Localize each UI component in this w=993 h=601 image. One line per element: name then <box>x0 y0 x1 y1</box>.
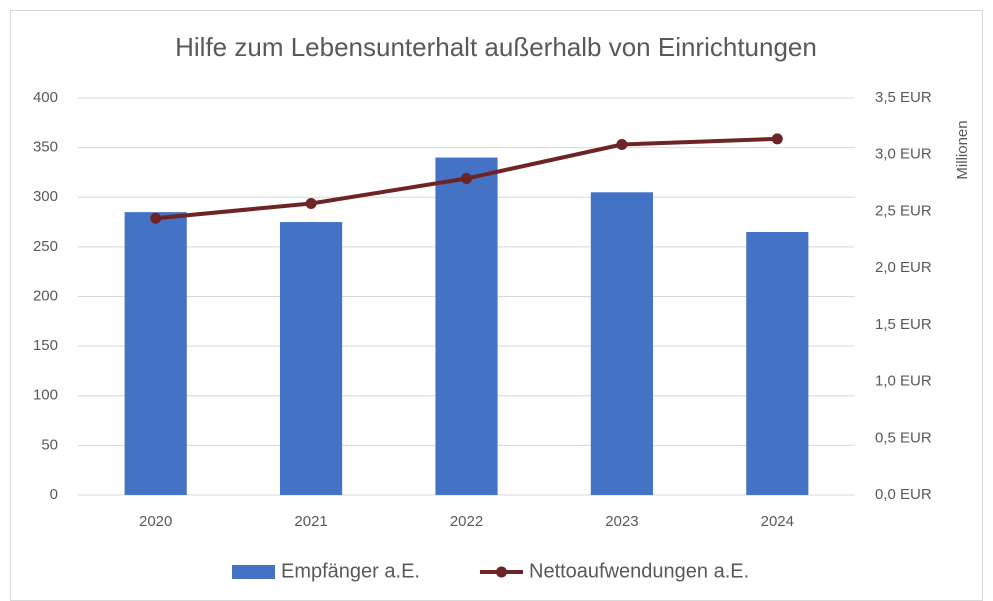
y-tick-label: 150 <box>33 337 58 354</box>
x-tick-label: 2022 <box>450 513 483 530</box>
y2-tick-label: 0,5 EUR <box>875 429 932 446</box>
y-tick-label: 50 <box>41 436 58 453</box>
y2-tick-label: 1,0 EUR <box>875 373 932 390</box>
bar <box>590 192 653 495</box>
y-tick-label: 250 <box>33 238 58 255</box>
y2-tick-label: 2,5 EUR <box>875 202 932 219</box>
y2-tick-label: 1,5 EUR <box>875 316 932 333</box>
x-tick-label: 2024 <box>761 513 794 530</box>
legend-marker <box>496 566 507 578</box>
line-marker <box>616 139 628 151</box>
x-tick-label: 2021 <box>294 513 327 530</box>
y-tick-label: 400 <box>33 89 58 106</box>
line-marker <box>461 173 472 185</box>
line-marker <box>771 133 783 145</box>
y-tick-label: 350 <box>33 139 58 156</box>
bar <box>746 231 809 496</box>
y-tick-label: 300 <box>33 188 58 205</box>
x-tick-label: 2020 <box>139 513 172 530</box>
y2-tick-label: 3,0 EUR <box>875 146 932 163</box>
y2-axis-label: Millionen <box>954 120 971 179</box>
legend-swatch <box>232 565 275 579</box>
y-tick-label: 100 <box>33 387 58 404</box>
legend-label: Empfänger a.E. <box>281 560 420 582</box>
bar <box>435 157 498 496</box>
bar <box>124 212 187 495</box>
y2-tick-label: 0,0 EUR <box>875 486 932 503</box>
y-tick-label: 0 <box>50 486 58 503</box>
bar <box>280 222 343 495</box>
line-marker <box>305 197 317 209</box>
line-marker <box>150 212 162 224</box>
x-tick-label: 2023 <box>605 513 638 530</box>
chart-title: Hilfe zum Lebensunterhalt außerhalb von … <box>175 32 817 62</box>
y2-tick-label: 3,5 EUR <box>875 89 932 106</box>
legend-label: Nettoaufwendungen a.E. <box>529 560 749 582</box>
y-tick-label: 200 <box>33 287 58 304</box>
y2-tick-label: 2,0 EUR <box>875 259 932 276</box>
